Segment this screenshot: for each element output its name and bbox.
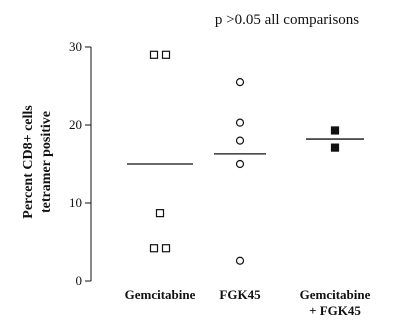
data-marks xyxy=(127,50,364,265)
data-point xyxy=(235,118,245,127)
x-category-label: FGK45 xyxy=(219,287,261,302)
data-point xyxy=(235,256,245,265)
y-tick-label: 10 xyxy=(69,195,82,210)
data-point xyxy=(330,143,340,152)
data-point xyxy=(235,136,245,145)
y-axis-label-line1: Percent CD8+ cells xyxy=(21,105,36,219)
y-tick-label: 20 xyxy=(69,117,82,132)
data-point xyxy=(161,50,171,59)
y-tick-label: 30 xyxy=(69,39,82,54)
data-point xyxy=(161,244,171,253)
chart-title: p >0.05 all comparisons xyxy=(215,12,359,28)
x-category-label-line2: + FGK45 xyxy=(309,303,361,318)
category-labels: Gemcitabine FGK45 Gemcitabine+ FGK45 xyxy=(125,287,371,318)
y-axis-label: Percent CD8+ cells tetramer positive xyxy=(21,105,54,219)
data-point xyxy=(330,126,340,135)
x-category-label: Gemcitabine xyxy=(300,287,371,302)
y-tick-label: 0 xyxy=(76,273,83,288)
y-axis-ticks: 0 10 20 30 xyxy=(69,39,91,288)
data-point xyxy=(149,244,159,253)
data-point xyxy=(235,159,245,169)
data-point xyxy=(155,209,165,218)
x-category-label: Gemcitabine xyxy=(125,287,196,302)
y-axis-label-line2: tetramer positive xyxy=(39,111,54,213)
data-point xyxy=(235,77,245,87)
data-point xyxy=(149,50,159,59)
